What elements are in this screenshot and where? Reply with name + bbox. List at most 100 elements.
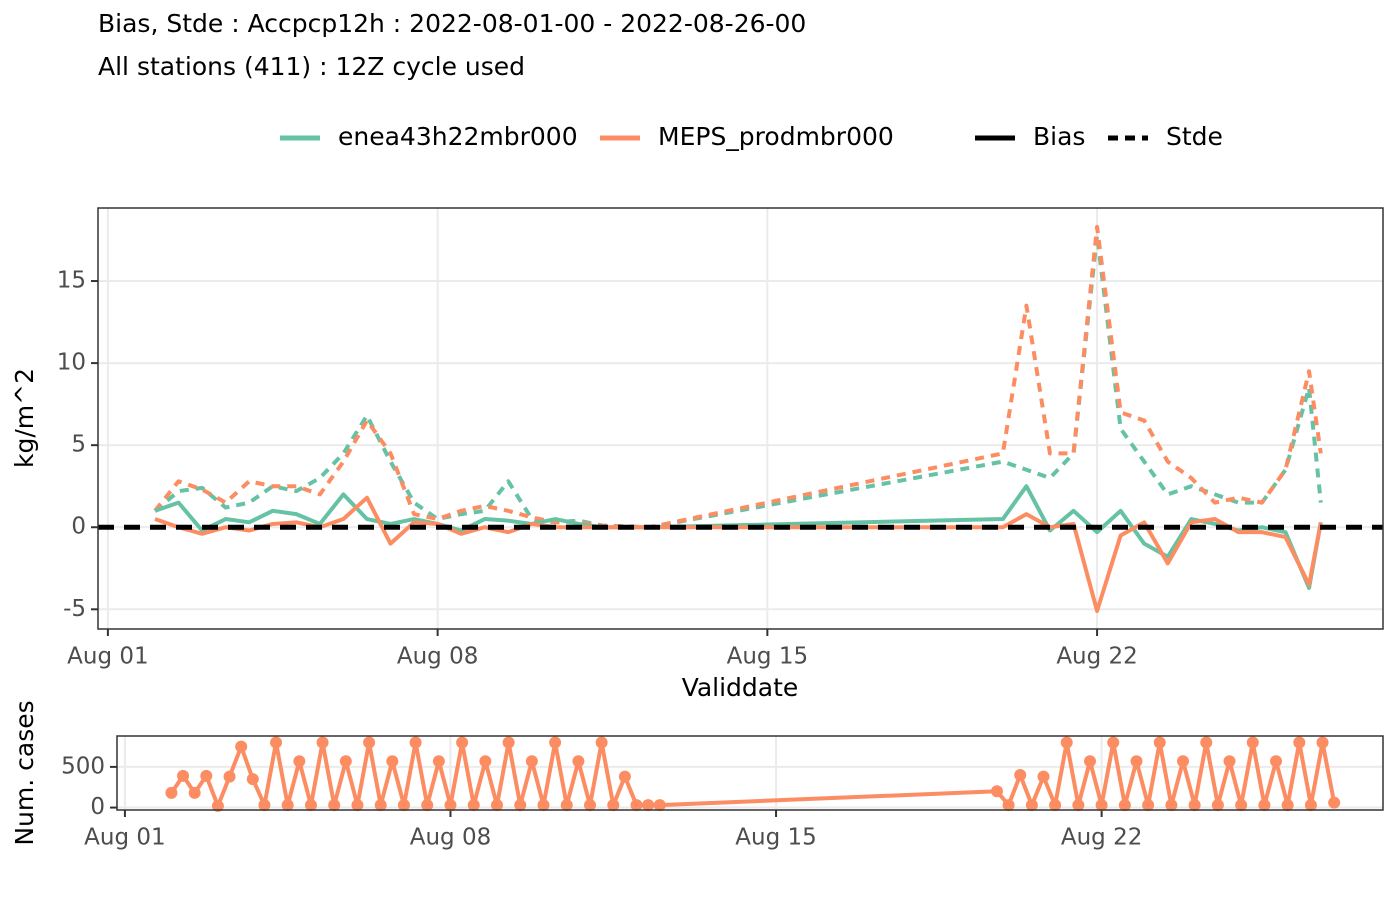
y-axis-title: kg/m^2 <box>10 368 39 468</box>
y-tick-label: 15 <box>57 268 86 294</box>
point <box>1165 799 1178 812</box>
point <box>1258 799 1271 812</box>
point <box>304 799 317 812</box>
x-tick-label: Aug 22 <box>1061 825 1143 851</box>
point <box>1200 736 1213 749</box>
point <box>618 770 631 783</box>
point <box>1153 736 1166 749</box>
point <box>1118 799 1131 812</box>
point <box>990 785 1003 798</box>
point <box>1235 799 1248 812</box>
point <box>165 786 178 799</box>
y-tick-label: 0 <box>90 794 105 820</box>
point <box>223 770 236 783</box>
point <box>1037 770 1050 783</box>
panel-border <box>97 207 1384 630</box>
x-tick-label: Aug 15 <box>727 644 809 670</box>
point <box>177 769 190 782</box>
y-tick-label: 10 <box>57 350 86 376</box>
point <box>630 799 643 812</box>
point <box>351 799 364 812</box>
point <box>328 799 341 812</box>
point <box>537 799 550 812</box>
point <box>1095 799 1108 812</box>
legend-label: Bias <box>1033 122 1085 151</box>
point <box>211 799 224 812</box>
point <box>421 799 434 812</box>
point <box>525 755 538 768</box>
point <box>584 799 597 812</box>
y-tick-label: 5 <box>71 432 86 458</box>
point <box>1083 755 1096 768</box>
point <box>467 799 480 812</box>
point <box>1014 769 1027 782</box>
point <box>560 799 573 812</box>
point <box>386 755 399 768</box>
point <box>456 736 469 749</box>
point <box>572 755 585 768</box>
point <box>1223 755 1236 768</box>
point <box>1142 799 1155 812</box>
point <box>374 799 387 812</box>
point <box>1072 799 1085 812</box>
point <box>188 786 201 799</box>
point <box>1177 755 1190 768</box>
point <box>1246 736 1259 749</box>
point <box>363 736 376 749</box>
point <box>1316 736 1329 749</box>
legend-label: MEPS_prodmbr000 <box>658 122 894 151</box>
point <box>1130 755 1143 768</box>
point <box>514 799 527 812</box>
point <box>1060 736 1073 749</box>
y-tick-label: 0 <box>71 514 86 540</box>
x-axis-title: Validdate <box>682 673 799 702</box>
x-tick-label: Aug 08 <box>410 825 492 851</box>
point <box>339 755 352 768</box>
point <box>1281 799 1294 812</box>
x-tick-label: Aug 22 <box>1056 644 1138 670</box>
x-tick-label: Aug 08 <box>397 644 479 670</box>
point <box>1002 799 1015 812</box>
point <box>409 736 422 749</box>
x-tick-label: Aug 01 <box>84 825 166 851</box>
point <box>316 736 329 749</box>
point <box>200 769 213 782</box>
point <box>642 799 655 812</box>
point <box>397 799 410 812</box>
point <box>258 799 271 812</box>
chart-subtitle: All stations (411) : 12Z cycle used <box>98 52 525 81</box>
panel <box>98 208 1383 629</box>
point <box>1211 799 1224 812</box>
legend-label: enea43h22mbr000 <box>338 122 578 151</box>
y-axis-title: Num. cases <box>10 700 39 845</box>
point <box>490 799 503 812</box>
point <box>653 799 666 812</box>
point <box>595 736 608 749</box>
y-tick-label: -5 <box>63 596 86 622</box>
point <box>607 799 620 812</box>
panel-border <box>116 735 1384 811</box>
point <box>1049 799 1062 812</box>
point <box>432 755 445 768</box>
y-tick-label: 500 <box>61 753 105 779</box>
point <box>281 799 294 812</box>
point <box>1107 736 1120 749</box>
point <box>235 740 248 753</box>
point <box>549 736 562 749</box>
point <box>246 773 259 786</box>
point <box>444 799 457 812</box>
chart-title: Bias, Stde : Accpcp12h : 2022-08-01-00 -… <box>98 9 806 38</box>
point <box>1328 796 1341 809</box>
point <box>270 736 283 749</box>
point <box>1270 755 1283 768</box>
point <box>1188 799 1201 812</box>
point <box>1304 799 1317 812</box>
point <box>1293 736 1306 749</box>
x-tick-label: Aug 01 <box>67 644 149 670</box>
x-tick-label: Aug 15 <box>735 825 817 851</box>
point <box>479 755 492 768</box>
legend-label: Stde <box>1166 122 1223 151</box>
point <box>293 755 306 768</box>
